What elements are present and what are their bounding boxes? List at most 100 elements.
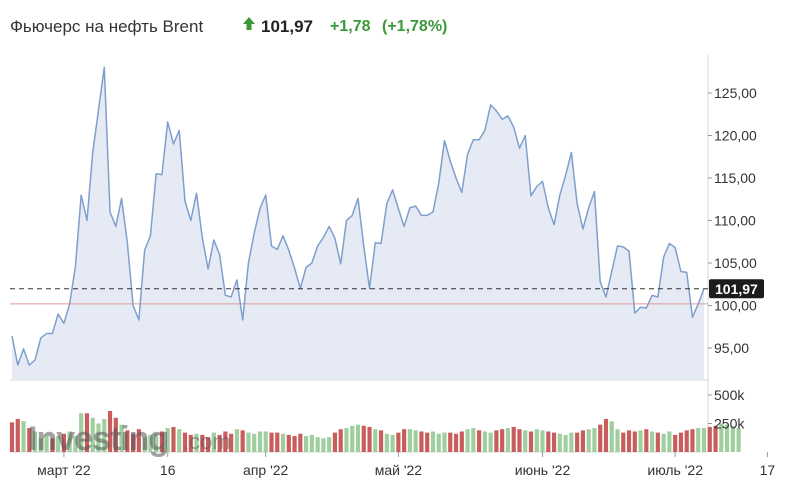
volume-bar <box>684 430 689 452</box>
volume-bar <box>384 433 389 452</box>
price-area <box>12 67 704 380</box>
volume-bar <box>586 429 591 452</box>
volume-bar <box>292 436 297 452</box>
volume-bar <box>96 423 101 452</box>
volume-bar <box>332 432 338 452</box>
volume-bar <box>719 423 724 452</box>
volume-bar <box>119 424 124 452</box>
volume-bar <box>528 431 534 452</box>
volume-bar <box>107 410 113 452</box>
investing-watermark: Investing .com <box>28 420 231 458</box>
x-tick-label: 17 <box>760 462 776 478</box>
volume-bar <box>482 431 487 452</box>
volume-bar <box>182 432 188 452</box>
price-change: +1,78 <box>330 18 371 35</box>
volume-bar <box>200 434 205 452</box>
volume-bar <box>229 433 234 452</box>
volume-bar <box>667 431 672 452</box>
volume-bar <box>275 432 280 452</box>
watermark-suffix: .com <box>183 429 231 454</box>
price-change-percent: (+1,78%) <box>382 18 447 35</box>
volume-bar <box>471 428 476 452</box>
volume-bar <box>534 429 539 452</box>
volume-bar <box>350 425 355 452</box>
volume-bar <box>569 432 574 452</box>
volume-bar <box>246 432 251 452</box>
volume-bar <box>61 433 66 452</box>
volume-bar <box>298 433 303 452</box>
volume-bar <box>240 430 245 452</box>
volume-bar <box>500 429 505 452</box>
volume-bar <box>465 429 470 452</box>
x-axis: март '22 16 апр '22 май '22 июнь '22 июль '22… <box>37 452 775 478</box>
volume-bar <box>644 429 649 452</box>
volume-bar <box>344 428 349 452</box>
volume-bar <box>615 429 620 452</box>
volume-bar <box>205 437 211 452</box>
volume-bar <box>551 432 557 452</box>
x-tick-label: март '22 <box>37 462 91 478</box>
volume-bar <box>280 433 286 452</box>
volume-bar <box>488 432 493 452</box>
volume-bar <box>234 429 239 452</box>
volume-bar <box>724 424 730 452</box>
volume-bar <box>73 436 78 452</box>
price-line <box>11 66 705 366</box>
volume-bar <box>494 430 499 452</box>
volume-bar <box>546 431 551 452</box>
volume-bar <box>413 430 418 452</box>
volume-bar <box>217 434 222 452</box>
volume-bar <box>661 433 666 452</box>
volume-bar <box>27 428 32 452</box>
volume-bar <box>713 425 718 452</box>
volume-bar <box>269 432 274 452</box>
volume-bar <box>425 432 430 452</box>
x-tick-label: 16 <box>160 462 176 478</box>
volume-bar <box>304 436 309 452</box>
volume-bar <box>650 431 655 452</box>
volume-bar <box>673 434 678 452</box>
volume-bar <box>557 433 562 452</box>
price-area-fill <box>12 67 704 380</box>
last-price: 101,97 <box>261 17 313 36</box>
volume-bar <box>223 431 228 452</box>
volume-bar <box>603 418 609 452</box>
volume-bar <box>136 429 141 452</box>
volume-bar <box>257 431 263 452</box>
price-series-line <box>11 66 705 366</box>
y-tick-label: 100,00 <box>714 298 757 314</box>
arrow-up-icon <box>243 17 255 30</box>
volume-bar <box>38 438 43 452</box>
volume-bar <box>373 429 378 452</box>
volume-bar <box>252 433 257 452</box>
volume-bar <box>361 425 366 452</box>
volume-bar <box>159 431 165 452</box>
volume-bar <box>15 418 20 452</box>
volume-bar <box>286 434 291 452</box>
y-tick-label: 95,00 <box>714 340 749 356</box>
volume-axis: 500k 250k <box>708 387 745 432</box>
volume-bar <box>315 437 320 452</box>
volume-bar <box>407 429 412 452</box>
volume-bar <box>327 437 332 452</box>
volume-tick-label: 250k <box>714 416 745 432</box>
volume-bar <box>419 431 424 452</box>
volume-bar <box>505 428 511 452</box>
y-tick-label: 110,00 <box>714 213 756 229</box>
volume-bar <box>211 432 216 452</box>
volume-tick-label: 500k <box>714 387 745 403</box>
y-tick-label: 125,00 <box>714 85 757 101</box>
volume-bar <box>540 430 545 452</box>
volume-bar <box>90 417 95 452</box>
volume-bar <box>523 430 528 452</box>
volume-bar <box>9 422 15 452</box>
volume-bar <box>148 434 153 452</box>
volume-bar <box>609 421 614 452</box>
volume-bar <box>177 429 182 452</box>
volume-bar <box>632 431 637 452</box>
volume-bar <box>402 429 407 452</box>
volume-bar <box>378 430 384 452</box>
volume-bar <box>690 429 695 452</box>
current-price-label: 101,97 <box>709 279 764 299</box>
